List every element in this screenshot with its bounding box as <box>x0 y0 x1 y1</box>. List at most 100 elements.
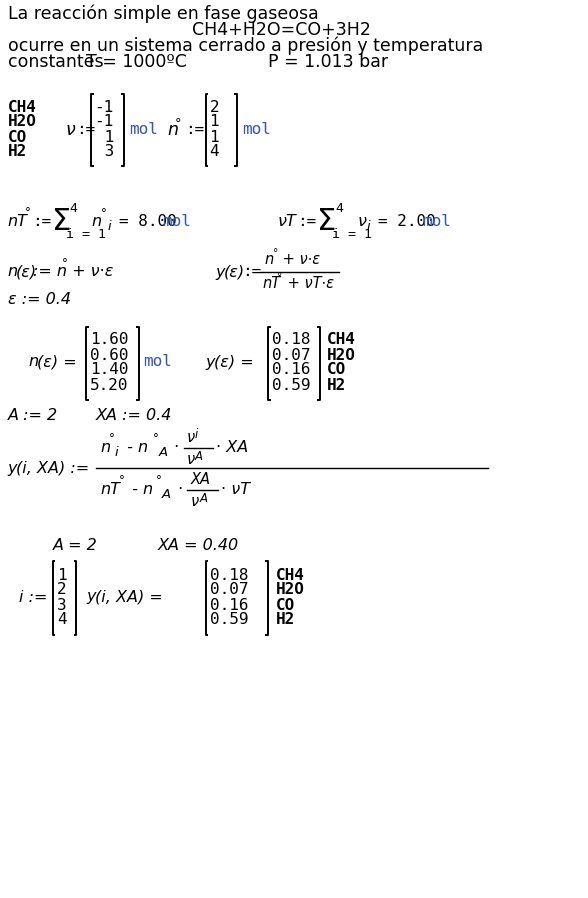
Text: (i, XA) =: (i, XA) = <box>95 589 162 604</box>
Text: XA: XA <box>191 471 211 487</box>
Text: °: ° <box>156 474 162 487</box>
Text: mol: mol <box>143 355 172 369</box>
Text: 1: 1 <box>209 129 219 145</box>
Text: :=: := <box>32 215 52 230</box>
Text: - n: - n <box>122 441 149 455</box>
Text: A: A <box>159 445 168 459</box>
Text: + ν⋅ε: + ν⋅ε <box>278 252 320 268</box>
Text: CO: CO <box>327 363 346 377</box>
Text: 0.59: 0.59 <box>272 377 310 392</box>
Text: 1: 1 <box>95 129 114 145</box>
Text: i: i <box>366 219 370 233</box>
Text: XA := 0.4: XA := 0.4 <box>96 408 172 422</box>
Text: (ε): (ε) <box>224 265 245 279</box>
Text: -1: -1 <box>95 115 114 129</box>
Text: n: n <box>265 252 274 268</box>
Text: - n: - n <box>127 482 153 497</box>
Text: °: ° <box>278 272 283 282</box>
Text: -1: -1 <box>95 100 114 115</box>
Text: CH4: CH4 <box>275 568 304 583</box>
Text: ⋅: ⋅ <box>169 441 185 455</box>
Text: νT: νT <box>278 215 296 230</box>
Text: Σ: Σ <box>318 207 337 236</box>
Text: 2: 2 <box>209 100 219 115</box>
Text: 5.20: 5.20 <box>90 377 128 392</box>
Text: CH4: CH4 <box>327 332 356 348</box>
Text: 3: 3 <box>58 597 67 612</box>
Text: i = 1: i = 1 <box>66 227 106 241</box>
Text: mol: mol <box>242 122 271 137</box>
Text: 0.16: 0.16 <box>211 597 249 612</box>
Text: i :=: i := <box>19 589 48 604</box>
Text: mol: mol <box>422 215 450 230</box>
Text: °: ° <box>175 117 182 130</box>
Text: °: ° <box>101 207 106 220</box>
Text: := n: := n <box>34 265 68 279</box>
Text: H2O: H2O <box>8 115 36 129</box>
Text: ⋅ νT: ⋅ νT <box>221 482 250 497</box>
Text: n: n <box>8 265 18 279</box>
Text: 0.60: 0.60 <box>90 348 128 363</box>
Text: CH4+H2O=CO+3H2: CH4+H2O=CO+3H2 <box>192 21 370 39</box>
Text: 0.18: 0.18 <box>211 568 249 583</box>
Text: = 8.00: = 8.00 <box>119 215 176 230</box>
Text: 0.07: 0.07 <box>272 348 310 363</box>
Text: 3: 3 <box>95 145 114 160</box>
Text: La reacción simple en fase gaseosa: La reacción simple en fase gaseosa <box>8 4 318 23</box>
Text: :=: := <box>76 122 96 137</box>
Text: ν: ν <box>186 429 195 445</box>
Text: nT: nT <box>8 215 28 230</box>
Text: :=: := <box>298 215 316 230</box>
Text: 1: 1 <box>58 568 67 583</box>
Text: i: i <box>107 219 111 233</box>
Text: nT: nT <box>262 277 280 292</box>
Text: 0.59: 0.59 <box>211 612 249 628</box>
Text: XA = 0.40: XA = 0.40 <box>158 538 239 552</box>
Text: P = 1.013 bar: P = 1.013 bar <box>268 53 388 71</box>
Text: (ε) =: (ε) = <box>214 355 254 369</box>
Text: A: A <box>162 488 171 500</box>
Text: constantes: constantes <box>8 53 103 71</box>
Text: °: ° <box>119 474 125 487</box>
Text: n: n <box>101 441 111 455</box>
Text: 4: 4 <box>336 203 343 216</box>
Text: A: A <box>195 451 203 463</box>
Text: ocurre en un sistema cerrado a presión y temperatura: ocurre en un sistema cerrado a presión y… <box>8 37 483 56</box>
Text: A = 2: A = 2 <box>52 538 98 552</box>
Text: 1.60: 1.60 <box>90 332 128 348</box>
Text: 4: 4 <box>209 145 219 160</box>
Text: i = 1: i = 1 <box>332 227 372 241</box>
Text: °: ° <box>109 432 115 445</box>
Text: °: ° <box>62 257 68 270</box>
Text: 1: 1 <box>209 115 219 129</box>
Text: ⋅ XA: ⋅ XA <box>216 441 248 455</box>
Text: ν: ν <box>65 121 75 139</box>
Text: Σ: Σ <box>52 207 71 236</box>
Text: A := 2: A := 2 <box>8 408 58 422</box>
Text: 4: 4 <box>58 612 67 628</box>
Text: + ν⋅ε: + ν⋅ε <box>67 265 113 279</box>
Text: mol: mol <box>129 122 158 137</box>
Text: n: n <box>168 121 178 139</box>
Text: :=: := <box>242 265 261 279</box>
Text: CO: CO <box>275 597 295 612</box>
Text: n: n <box>29 355 39 369</box>
Text: nT: nT <box>101 482 121 497</box>
Text: H2: H2 <box>275 612 295 628</box>
Text: CH4: CH4 <box>8 100 36 115</box>
Text: H2: H2 <box>8 145 27 160</box>
Text: (ε) =: (ε) = <box>37 355 77 369</box>
Text: 1.40: 1.40 <box>90 363 128 377</box>
Text: ν: ν <box>191 494 198 508</box>
Text: = 2.00: = 2.00 <box>377 215 436 230</box>
Text: 0.18: 0.18 <box>272 332 310 348</box>
Text: °: ° <box>272 248 278 258</box>
Text: 2: 2 <box>58 583 67 597</box>
Text: H2O: H2O <box>275 583 304 597</box>
Text: i: i <box>115 445 118 459</box>
Text: y: y <box>215 265 225 279</box>
Text: :=: := <box>185 122 205 137</box>
Text: 0.16: 0.16 <box>272 363 310 377</box>
Text: °: ° <box>25 206 31 219</box>
Text: (i, XA) :=: (i, XA) := <box>16 461 89 476</box>
